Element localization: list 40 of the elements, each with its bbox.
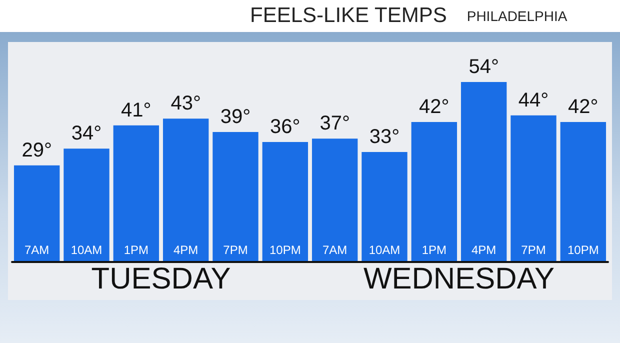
bar — [411, 122, 458, 262]
bar — [262, 142, 308, 262]
data-label: 37° — [320, 112, 350, 135]
data-label: 34° — [71, 122, 102, 145]
x-tick-label: 7PM — [223, 243, 248, 257]
x-tick-label: 7PM — [521, 243, 546, 257]
x-tick-label: 10PM — [269, 243, 301, 257]
data-label: 42° — [568, 96, 598, 118]
x-tick-label: 1PM — [422, 243, 447, 257]
x-tick-label: 10AM — [368, 243, 400, 257]
x-tick-label: 10AM — [70, 243, 102, 257]
bar — [113, 125, 160, 262]
bar — [510, 115, 556, 262]
x-tick-label: 10PM — [567, 243, 599, 257]
x-tick-label: 7AM — [322, 243, 348, 257]
bar — [14, 165, 60, 262]
data-label: 41° — [121, 99, 152, 122]
data-label: 44° — [518, 89, 549, 112]
data-label: 39° — [220, 106, 251, 128]
data-label: 42° — [419, 96, 450, 118]
data-label: 33° — [369, 126, 400, 148]
x-tick-label: 4PM — [471, 243, 496, 257]
text: WEDNESDAY — [363, 262, 555, 296]
bar — [460, 82, 507, 262]
data-label: 29° — [22, 139, 52, 162]
data-label: 43° — [170, 92, 201, 115]
bar — [212, 132, 258, 262]
x-tick-label: 1PM — [124, 243, 149, 257]
chart-title: FEELS-LIKE TEMPS — [250, 4, 447, 28]
bar — [362, 152, 408, 262]
bar — [64, 148, 110, 262]
data-label: 54° — [468, 56, 499, 78]
data-label: 36° — [270, 116, 300, 138]
bar — [312, 138, 358, 262]
bar — [560, 122, 606, 262]
chart-subtitle: PHILADELPHIA — [466, 8, 568, 24]
text: TUESDAY — [91, 262, 231, 296]
x-tick-label: 7AM — [24, 243, 50, 257]
bar — [162, 118, 209, 262]
x-tick-label: 4PM — [173, 243, 198, 257]
